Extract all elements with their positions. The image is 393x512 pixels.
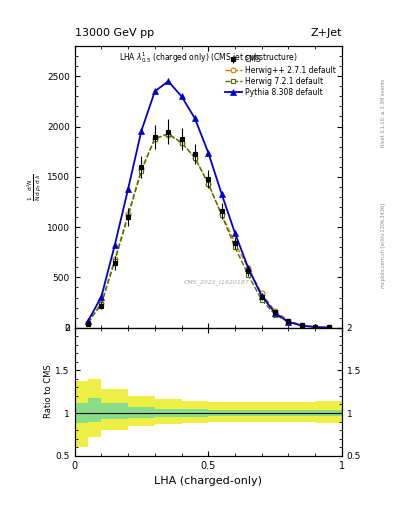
Herwig++ 2.7.1 default <box>86 319 90 326</box>
Pythia 8.308 default <box>233 230 237 236</box>
Herwig 7.2.1 default <box>139 168 144 174</box>
Herwig 7.2.1 default <box>273 311 277 317</box>
Herwig 7.2.1 default <box>112 258 117 264</box>
Herwig++ 2.7.1 default <box>112 256 117 262</box>
Herwig 7.2.1 default <box>219 212 224 218</box>
Herwig 7.2.1 default <box>99 301 104 307</box>
Pythia 8.308 default <box>326 325 331 331</box>
Herwig++ 2.7.1 default <box>206 181 211 187</box>
Herwig 7.2.1 default <box>152 136 157 142</box>
Herwig++ 2.7.1 default <box>326 325 331 331</box>
Text: mcplots.cern.ch [arXiv:1306.3436]: mcplots.cern.ch [arXiv:1306.3436] <box>381 203 386 288</box>
Pythia 8.308 default <box>259 293 264 299</box>
Herwig++ 2.7.1 default <box>273 308 277 314</box>
X-axis label: LHA (charged-only): LHA (charged-only) <box>154 476 262 486</box>
Text: 13000 GeV pp: 13000 GeV pp <box>75 28 154 38</box>
Herwig 7.2.1 default <box>206 181 211 187</box>
Herwig++ 2.7.1 default <box>139 166 144 172</box>
Herwig++ 2.7.1 default <box>286 317 291 324</box>
Pythia 8.308 default <box>179 93 184 99</box>
Herwig++ 2.7.1 default <box>166 132 171 138</box>
Herwig++ 2.7.1 default <box>259 290 264 296</box>
Herwig++ 2.7.1 default <box>126 211 130 217</box>
Herwig++ 2.7.1 default <box>313 324 318 330</box>
Line: Herwig 7.2.1 default: Herwig 7.2.1 default <box>86 131 331 330</box>
Herwig 7.2.1 default <box>326 325 331 331</box>
Pythia 8.308 default <box>152 88 157 94</box>
Herwig 7.2.1 default <box>299 323 304 329</box>
Pythia 8.308 default <box>313 324 318 330</box>
Text: CMS_2021_I1920187: CMS_2021_I1920187 <box>184 280 249 286</box>
Herwig++ 2.7.1 default <box>233 240 237 246</box>
Text: Rivet 3.1.10; ≥ 3.3M events: Rivet 3.1.10; ≥ 3.3M events <box>381 78 386 147</box>
Herwig++ 2.7.1 default <box>193 155 197 161</box>
Herwig++ 2.7.1 default <box>299 322 304 328</box>
Pythia 8.308 default <box>273 310 277 316</box>
Text: Z+Jet: Z+Jet <box>310 28 342 38</box>
Pythia 8.308 default <box>139 127 144 134</box>
Herwig 7.2.1 default <box>246 272 251 279</box>
Herwig++ 2.7.1 default <box>219 211 224 217</box>
Pythia 8.308 default <box>126 186 130 192</box>
Pythia 8.308 default <box>246 265 251 271</box>
Legend: CMS, Herwig++ 2.7.1 default, Herwig 7.2.1 default, Pythia 8.308 default: CMS, Herwig++ 2.7.1 default, Herwig 7.2.… <box>223 53 338 99</box>
Herwig 7.2.1 default <box>193 155 197 161</box>
Pythia 8.308 default <box>219 191 224 197</box>
Herwig++ 2.7.1 default <box>179 140 184 146</box>
Y-axis label: Ratio to CMS: Ratio to CMS <box>44 365 53 418</box>
Pythia 8.308 default <box>112 242 117 248</box>
Pythia 8.308 default <box>206 150 211 156</box>
Pythia 8.308 default <box>286 319 291 325</box>
Pythia 8.308 default <box>193 115 197 121</box>
Pythia 8.308 default <box>99 293 104 300</box>
Line: Herwig++ 2.7.1 default: Herwig++ 2.7.1 default <box>86 132 331 330</box>
Herwig 7.2.1 default <box>286 319 291 325</box>
Herwig++ 2.7.1 default <box>99 300 104 306</box>
Line: Pythia 8.308 default: Pythia 8.308 default <box>85 78 331 330</box>
Text: LHA $\lambda^{1}_{0.5}$ (charged only) (CMS jet substructure): LHA $\lambda^{1}_{0.5}$ (charged only) (… <box>119 50 298 65</box>
Herwig++ 2.7.1 default <box>246 265 251 271</box>
Y-axis label: $\frac{1}{\mathrm{N}} \frac{\mathrm{d}^2N}{\mathrm{d}\,p_T\,\mathrm{d}\,\lambda}: $\frac{1}{\mathrm{N}} \frac{\mathrm{d}^2… <box>26 173 44 201</box>
Herwig 7.2.1 default <box>313 324 318 330</box>
Herwig++ 2.7.1 default <box>152 136 157 142</box>
Herwig 7.2.1 default <box>259 297 264 303</box>
Pythia 8.308 default <box>86 318 90 324</box>
Herwig 7.2.1 default <box>126 213 130 219</box>
Pythia 8.308 default <box>299 323 304 329</box>
Herwig 7.2.1 default <box>166 131 171 137</box>
Herwig 7.2.1 default <box>233 244 237 250</box>
Pythia 8.308 default <box>166 78 171 84</box>
Herwig 7.2.1 default <box>179 140 184 146</box>
Herwig 7.2.1 default <box>86 320 90 326</box>
